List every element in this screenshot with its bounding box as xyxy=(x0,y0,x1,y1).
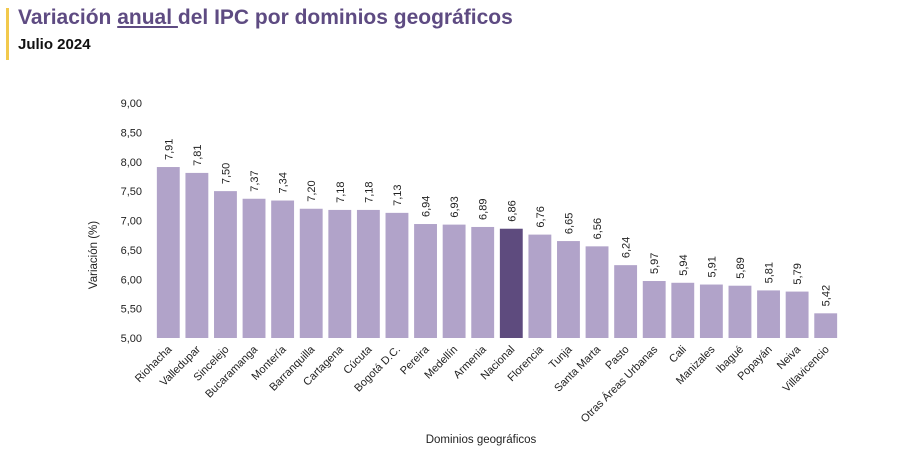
bar xyxy=(557,241,580,338)
value-label: 5,97 xyxy=(649,253,661,274)
bar xyxy=(471,226,495,338)
page-title: Variación anual del IPC por dominios geo… xyxy=(18,6,513,29)
y-tick-label: 8,00 xyxy=(121,157,142,169)
bar xyxy=(328,209,352,338)
y-tick-label: 7,50 xyxy=(121,186,142,198)
y-tick-label: 9,00 xyxy=(121,98,142,110)
x-axis-title: Dominios geográficos xyxy=(426,434,537,446)
bar xyxy=(156,167,180,338)
value-label: 5,91 xyxy=(706,256,718,277)
title-highlight: anual xyxy=(117,6,178,29)
value-label: 7,13 xyxy=(392,184,404,205)
value-label: 6,56 xyxy=(592,218,604,239)
bar xyxy=(385,212,409,338)
bar xyxy=(271,200,295,338)
bars-group xyxy=(156,167,838,338)
bar xyxy=(785,291,809,338)
value-label: 5,79 xyxy=(792,263,804,284)
value-label: 7,18 xyxy=(335,182,347,203)
x-tick-labels-group: RiohachaValleduparSincelejoBucaramangaMo… xyxy=(133,343,832,426)
value-label: 6,86 xyxy=(506,200,518,221)
bar xyxy=(356,209,380,338)
value-label: 7,20 xyxy=(306,180,318,201)
bar xyxy=(642,281,666,338)
bar xyxy=(757,290,780,338)
value-label: 5,89 xyxy=(735,257,747,278)
y-tick-label: 5,00 xyxy=(121,333,142,345)
value-label: 7,37 xyxy=(249,170,261,191)
value-labels-group: 7,91 7,81 7,50 7,37 7,34 7,20 7,18 7,18 7,13 6,94… xyxy=(163,139,832,307)
bar xyxy=(728,285,752,338)
bar xyxy=(299,208,323,338)
bar xyxy=(814,313,838,338)
y-axis: 5,00 5,50 6,00 6,50 7,00 7,50 8,00 8,50 9,00 xyxy=(121,98,142,345)
bar xyxy=(414,224,437,338)
y-tick-label: 6,00 xyxy=(121,274,142,286)
value-label: 7,34 xyxy=(278,172,290,193)
bar xyxy=(242,198,266,338)
bar xyxy=(671,282,695,338)
y-axis-title: Variación (%) xyxy=(88,221,100,289)
y-tick-label: 6,50 xyxy=(121,245,142,257)
page-subtitle: Julio 2024 xyxy=(18,36,91,53)
value-label: 5,94 xyxy=(678,254,690,275)
value-label: 7,50 xyxy=(220,163,232,184)
bar xyxy=(528,234,552,338)
bar xyxy=(499,228,523,338)
value-label: 6,89 xyxy=(478,199,490,220)
value-label: 5,42 xyxy=(821,285,833,306)
value-label: 7,18 xyxy=(363,182,375,203)
y-tick-label: 7,00 xyxy=(121,216,142,228)
value-label: 7,91 xyxy=(163,139,175,160)
bar xyxy=(585,246,609,338)
bar xyxy=(442,224,466,338)
bar xyxy=(185,172,209,338)
x-tick-label: Cali xyxy=(667,344,689,366)
value-label: 6,94 xyxy=(421,196,433,217)
value-label: 6,93 xyxy=(449,196,461,217)
bar xyxy=(699,284,723,338)
bar xyxy=(614,265,638,338)
value-label: 6,65 xyxy=(563,213,575,234)
title-accent-bar xyxy=(6,8,9,60)
y-tick-label: 8,50 xyxy=(121,127,142,139)
value-label: 5,81 xyxy=(764,262,776,283)
value-label: 6,24 xyxy=(621,237,633,258)
value-label: 7,81 xyxy=(192,144,204,165)
value-label: 6,76 xyxy=(535,206,547,227)
bar xyxy=(214,191,237,338)
y-tick-label: 5,50 xyxy=(121,304,142,316)
